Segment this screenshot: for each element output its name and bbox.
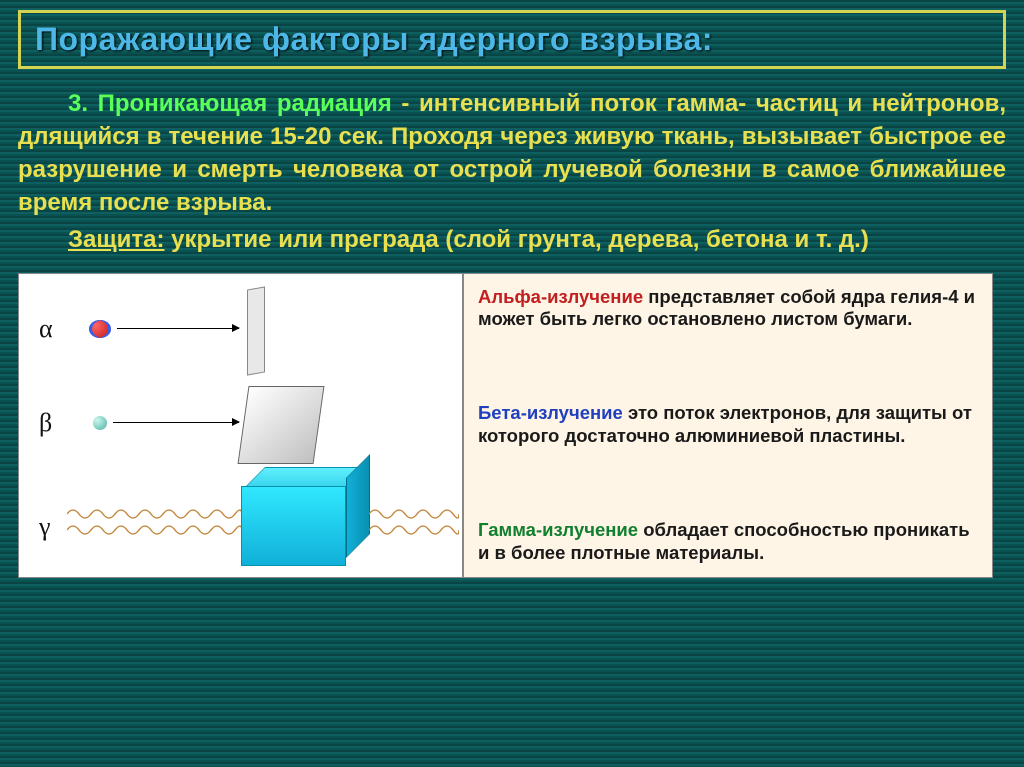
alpha-arrow — [117, 328, 239, 329]
aluminium-barrier-icon — [238, 386, 325, 464]
beta-symbol: β — [39, 408, 52, 438]
body-paragraph-2: Защита: укрытие или преграда (слой грунт… — [18, 223, 1006, 256]
radiation-diagram: α β γ — [18, 273, 463, 578]
alpha-particle-icon — [89, 320, 111, 338]
gamma-symbol: γ — [39, 512, 51, 542]
gamma-lead: Гамма-излучение — [478, 519, 638, 540]
slide-container: Поражающие факторы ядерного взрыва: 3. П… — [0, 0, 1024, 767]
paper-barrier-icon — [247, 286, 265, 375]
alpha-symbol: α — [39, 314, 53, 344]
info-panel: Альфа-излучение представляет собой ядра … — [463, 273, 993, 578]
body-highlight: 3. Проникающая радиация — [68, 90, 392, 117]
beta-arrow — [113, 422, 239, 423]
alpha-info: Альфа-излучение представляет собой ядра … — [478, 286, 978, 331]
title-box: Поражающие факторы ядерного взрыва: — [18, 10, 1006, 69]
gamma-wave-icon — [67, 506, 242, 540]
beta-info: Бета-излучение это поток электронов, для… — [478, 402, 978, 447]
dense-block-icon — [241, 471, 371, 566]
body-paragraph-1: 3. Проникающая радиация - интенсивный по… — [18, 87, 1006, 219]
alpha-lead: Альфа-излучение — [478, 286, 643, 307]
slide-title: Поражающие факторы ядерного взрыва: — [35, 21, 989, 58]
defense-label: Защита: — [68, 226, 164, 253]
defense-rest: укрытие или преграда (слой грунта, дерев… — [164, 226, 868, 253]
gamma-info: Гамма-излучение обладает способностью пр… — [478, 519, 978, 564]
gamma-wave-exit-icon — [369, 506, 459, 540]
beta-lead: Бета-излучение — [478, 402, 623, 423]
cube-front-face — [241, 486, 346, 566]
beta-particle-icon — [93, 416, 107, 430]
bottom-row: α β γ — [18, 273, 1006, 578]
